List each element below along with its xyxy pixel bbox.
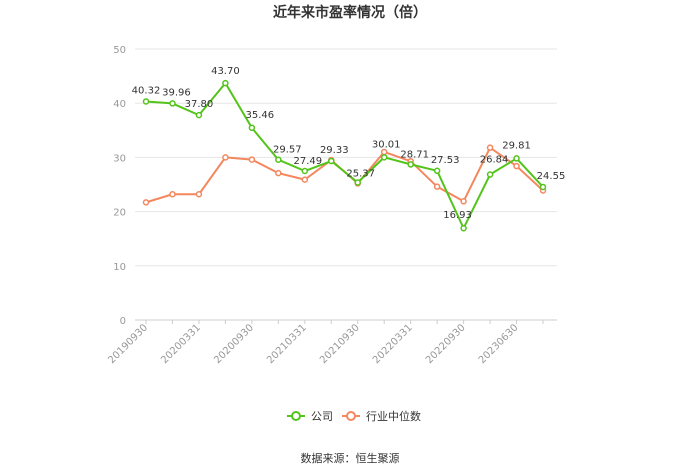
company-point bbox=[328, 157, 335, 165]
data-label: 27.49 bbox=[293, 156, 322, 167]
company-point bbox=[169, 100, 176, 107]
data-label: 40.32 bbox=[132, 85, 161, 96]
industry-median-point bbox=[142, 199, 150, 206]
data-label: 29.33 bbox=[320, 145, 349, 156]
legend-swatch-marker bbox=[291, 411, 301, 421]
x-tick-label: 20230630 bbox=[477, 322, 521, 366]
x-tick-label: 20210331 bbox=[265, 322, 309, 366]
x-tick-label: 20190930 bbox=[106, 322, 150, 366]
industry-median-point bbox=[222, 154, 229, 161]
data-label: 39.96 bbox=[162, 87, 191, 98]
series-layer bbox=[142, 79, 547, 232]
data-label: 43.70 bbox=[211, 66, 240, 77]
industry-median-point bbox=[513, 162, 520, 170]
company-point bbox=[354, 179, 361, 186]
industry-median-point bbox=[248, 156, 256, 163]
data-label: 37.80 bbox=[185, 99, 214, 110]
data-label: 29.57 bbox=[273, 145, 302, 156]
company-point bbox=[539, 183, 547, 191]
legend-label: 公司 bbox=[311, 410, 333, 423]
y-tick-label: 30 bbox=[113, 153, 126, 164]
data-label: 16.93 bbox=[443, 210, 472, 221]
company-point bbox=[301, 167, 309, 175]
company-point bbox=[275, 156, 282, 163]
data-label: 30.01 bbox=[372, 139, 401, 150]
chart-title: 近年来市盈率情况（倍） bbox=[273, 4, 427, 21]
industry-median-point bbox=[169, 191, 176, 198]
legend-item-industry-median[interactable]: 行业中位数 bbox=[342, 409, 421, 423]
data-label: 27.53 bbox=[431, 155, 460, 166]
y-tick-label: 40 bbox=[113, 99, 126, 110]
industry-median-point bbox=[195, 191, 203, 198]
industry-median-point bbox=[301, 176, 309, 183]
y-axis: 0 10 20 30 40 50 bbox=[113, 45, 126, 327]
data-label: 25.37 bbox=[346, 168, 375, 179]
x-tick-label: 20220331 bbox=[371, 322, 415, 366]
data-label: 28.71 bbox=[400, 149, 429, 160]
x-tick-label: 20210930 bbox=[318, 322, 362, 366]
company-point bbox=[195, 111, 203, 119]
company-line bbox=[145, 82, 544, 230]
company-point bbox=[460, 224, 467, 232]
data-label: 29.81 bbox=[502, 140, 531, 151]
legend[interactable]: 公司 行业中位数 bbox=[287, 409, 421, 423]
grid-lines bbox=[135, 48, 557, 267]
data-label: 24.55 bbox=[537, 171, 566, 182]
company-point bbox=[433, 167, 441, 175]
y-tick-label: 10 bbox=[113, 262, 126, 273]
industry-median-point bbox=[433, 183, 441, 190]
y-tick-label: 50 bbox=[113, 45, 126, 56]
industry-median-point bbox=[486, 144, 494, 151]
data-label: 35.46 bbox=[246, 110, 275, 121]
legend-swatch-marker bbox=[346, 411, 356, 421]
industry-median-point bbox=[275, 169, 282, 177]
company-point bbox=[142, 98, 150, 105]
company-point bbox=[222, 79, 229, 87]
x-tick-label: 20200331 bbox=[159, 322, 203, 366]
y-tick-label: 20 bbox=[113, 208, 126, 219]
x-tick-label: 20220930 bbox=[424, 322, 468, 366]
company-point bbox=[513, 155, 520, 162]
y-tick-label: 0 bbox=[120, 316, 126, 327]
source-note: 数据来源：恒生聚源 bbox=[301, 451, 400, 465]
x-axis: 20190930 20200331 20200930 20210331 20210930… bbox=[106, 319, 557, 366]
legend-label: 行业中位数 bbox=[366, 409, 421, 423]
legend-item-company[interactable]: 公司 bbox=[287, 410, 333, 423]
industry-median-point bbox=[460, 198, 467, 205]
company-point bbox=[407, 161, 414, 168]
company-point bbox=[248, 124, 256, 132]
x-tick-label: 20200930 bbox=[212, 322, 256, 366]
data-label: 26.84 bbox=[480, 155, 509, 166]
company-point bbox=[380, 154, 388, 161]
company-point bbox=[486, 171, 494, 178]
